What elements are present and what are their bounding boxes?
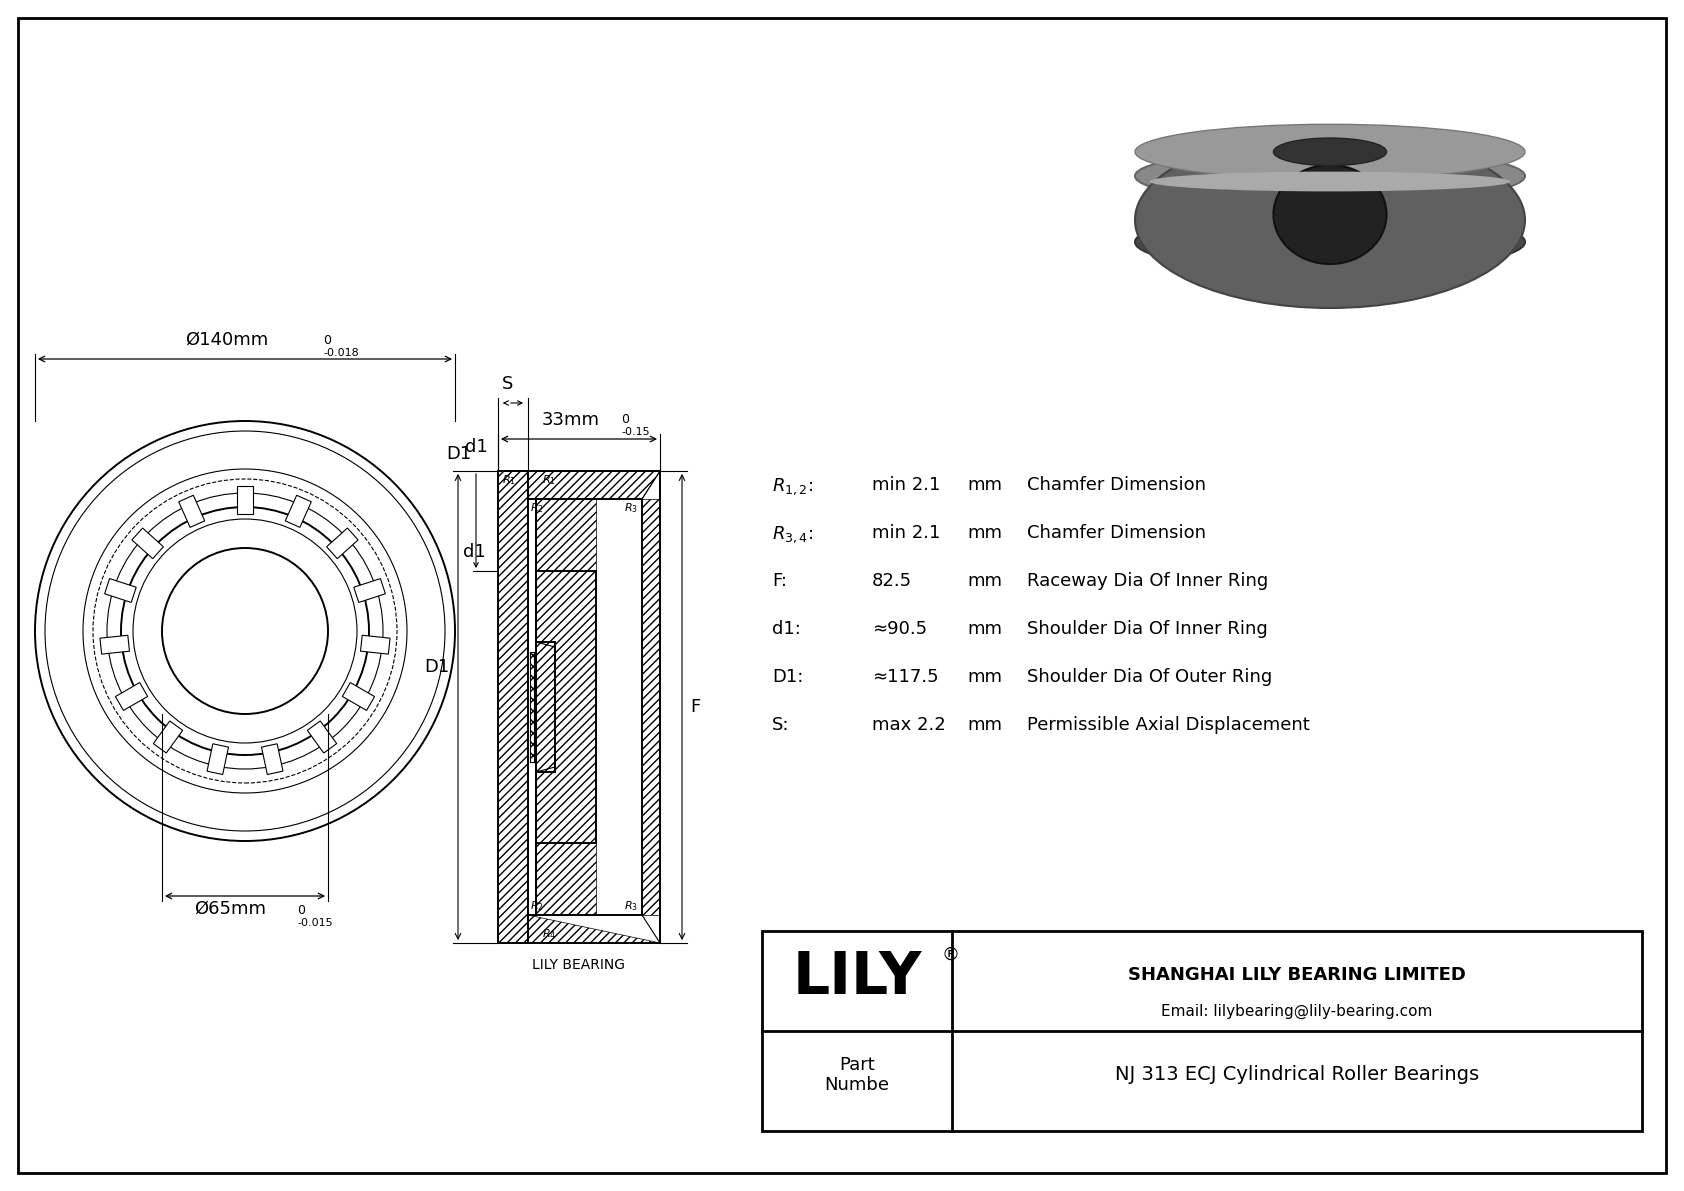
- Polygon shape: [498, 470, 529, 943]
- Polygon shape: [104, 579, 136, 603]
- Text: ®: ®: [941, 946, 960, 964]
- Text: Shoulder Dia Of Inner Ring: Shoulder Dia Of Inner Ring: [1027, 621, 1268, 638]
- Text: max 2.2: max 2.2: [872, 716, 946, 734]
- Text: 82.5: 82.5: [872, 572, 913, 590]
- Bar: [761, 931, 1642, 1131]
- Polygon shape: [498, 470, 660, 499]
- Text: 0: 0: [323, 333, 332, 347]
- Text: Permissible Axial Displacement: Permissible Axial Displacement: [1027, 716, 1310, 734]
- Ellipse shape: [1273, 166, 1386, 264]
- Text: 0: 0: [621, 413, 630, 426]
- Text: $R_2$: $R_2$: [530, 501, 544, 515]
- Polygon shape: [530, 651, 534, 762]
- Text: d1:: d1:: [771, 621, 802, 638]
- Text: mm: mm: [967, 716, 1002, 734]
- Polygon shape: [536, 499, 596, 915]
- Text: SHANGHAI LILY BEARING LIMITED: SHANGHAI LILY BEARING LIMITED: [1128, 966, 1467, 984]
- Text: F:: F:: [771, 572, 786, 590]
- Text: mm: mm: [967, 572, 1002, 590]
- Text: min 2.1: min 2.1: [872, 524, 940, 542]
- Text: S: S: [502, 375, 514, 393]
- Text: Chamfer Dimension: Chamfer Dimension: [1027, 476, 1206, 494]
- Text: Ø140mm: Ø140mm: [185, 331, 269, 349]
- Text: Shoulder Dia Of Outer Ring: Shoulder Dia Of Outer Ring: [1027, 668, 1271, 686]
- Text: $R_1$: $R_1$: [502, 473, 515, 487]
- Text: d1: d1: [463, 543, 485, 561]
- Text: F: F: [690, 698, 701, 716]
- Polygon shape: [536, 570, 596, 843]
- Text: $R_{1,2}$:: $R_{1,2}$:: [771, 476, 813, 497]
- Polygon shape: [642, 499, 660, 915]
- Text: d1: d1: [465, 438, 487, 456]
- Ellipse shape: [1273, 138, 1386, 166]
- Polygon shape: [207, 744, 229, 774]
- Polygon shape: [131, 528, 163, 559]
- Ellipse shape: [1150, 172, 1511, 192]
- Text: $R_3$: $R_3$: [625, 501, 638, 515]
- Text: Chamfer Dimension: Chamfer Dimension: [1027, 524, 1206, 542]
- Text: NJ 313 ECJ Cylindrical Roller Bearings: NJ 313 ECJ Cylindrical Roller Bearings: [1115, 1066, 1479, 1085]
- Ellipse shape: [1135, 132, 1526, 308]
- Text: mm: mm: [967, 524, 1002, 542]
- Text: -0.018: -0.018: [323, 348, 359, 358]
- Polygon shape: [354, 579, 386, 603]
- Text: ≈90.5: ≈90.5: [872, 621, 928, 638]
- Text: mm: mm: [967, 476, 1002, 494]
- Text: Part
Numbe: Part Numbe: [825, 1055, 889, 1095]
- Text: LILY BEARING: LILY BEARING: [532, 958, 625, 972]
- Text: $R_1$: $R_1$: [542, 473, 556, 487]
- Text: -0.015: -0.015: [296, 918, 333, 928]
- Polygon shape: [261, 744, 283, 774]
- Polygon shape: [360, 635, 391, 654]
- Text: $R_2$: $R_2$: [530, 899, 544, 913]
- Polygon shape: [306, 721, 337, 753]
- Bar: [529, 499, 642, 915]
- Text: $R_{3,4}$:: $R_{3,4}$:: [771, 524, 813, 544]
- Polygon shape: [327, 528, 359, 559]
- Ellipse shape: [1135, 212, 1526, 273]
- Polygon shape: [116, 682, 148, 710]
- Polygon shape: [99, 635, 130, 654]
- Ellipse shape: [1135, 124, 1526, 180]
- Text: min 2.1: min 2.1: [872, 476, 940, 494]
- Polygon shape: [179, 495, 205, 528]
- Text: S:: S:: [771, 716, 790, 734]
- Text: D1: D1: [424, 657, 450, 676]
- Text: mm: mm: [967, 668, 1002, 686]
- Bar: [529, 499, 536, 915]
- Text: $R_4$: $R_4$: [542, 928, 556, 941]
- Text: $R_3$: $R_3$: [625, 899, 638, 913]
- Text: -0.15: -0.15: [621, 428, 650, 437]
- Text: Ø65mm: Ø65mm: [194, 900, 266, 918]
- Polygon shape: [237, 486, 253, 515]
- Polygon shape: [342, 682, 374, 710]
- Text: D1: D1: [446, 445, 472, 463]
- Text: Raceway Dia Of Inner Ring: Raceway Dia Of Inner Ring: [1027, 572, 1268, 590]
- Text: D1:: D1:: [771, 668, 803, 686]
- Text: 0: 0: [296, 904, 305, 917]
- Polygon shape: [498, 915, 660, 943]
- Text: Email: lilybearing@lily-bearing.com: Email: lilybearing@lily-bearing.com: [1162, 1003, 1433, 1018]
- Ellipse shape: [1135, 149, 1526, 204]
- Text: LILY: LILY: [791, 948, 921, 1005]
- Polygon shape: [153, 721, 182, 753]
- Bar: [536, 642, 556, 772]
- Polygon shape: [285, 495, 312, 528]
- Text: ≈117.5: ≈117.5: [872, 668, 938, 686]
- Text: 33mm: 33mm: [542, 411, 600, 429]
- Text: mm: mm: [967, 621, 1002, 638]
